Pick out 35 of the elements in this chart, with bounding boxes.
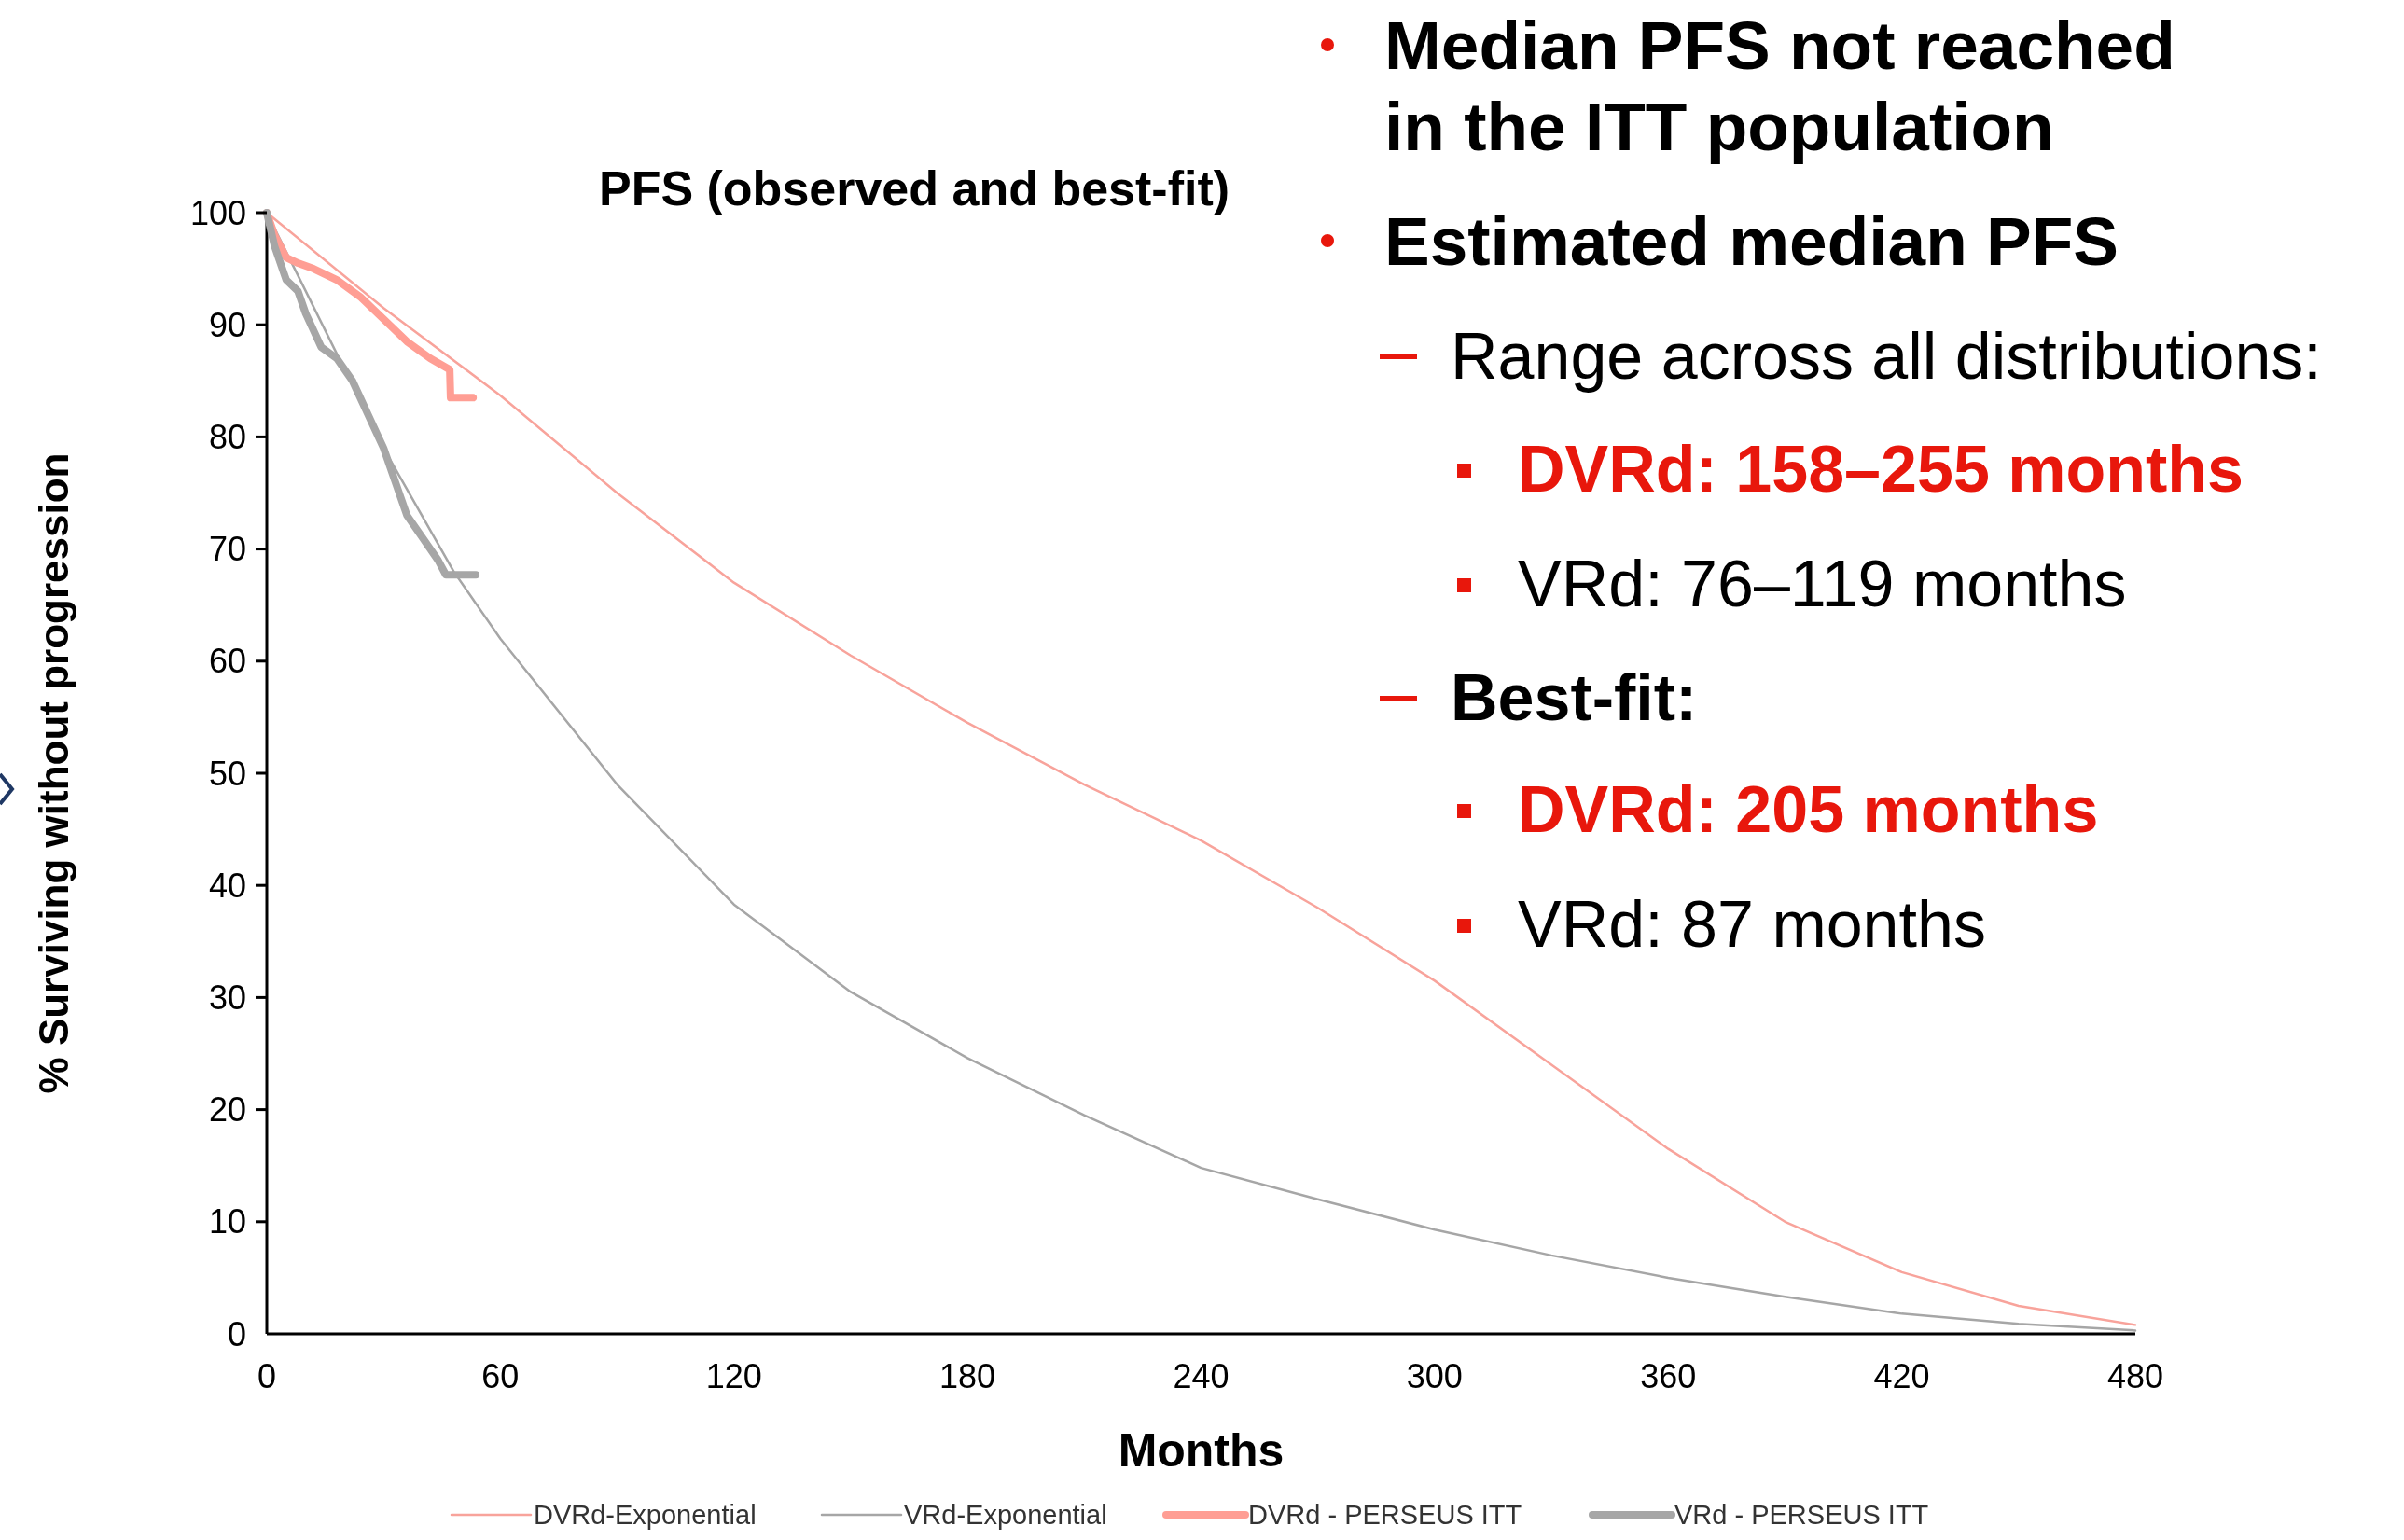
x-axis-title: Months	[1118, 1424, 1285, 1477]
x-tick-label: 180	[939, 1357, 996, 1395]
x-tick-label: 480	[2106, 1357, 2164, 1395]
x-tick-label: 240	[1173, 1357, 1230, 1395]
text: Median PFS not reached in the ITT population	[1384, 6, 2176, 166]
y-tick-label: 100	[189, 193, 246, 232]
legend-label: VRd-Exponential	[904, 1500, 1107, 1531]
x-tick-label: 420	[1873, 1357, 1930, 1395]
y-tick-label: 30	[208, 978, 246, 1017]
chart-title: PFS (observed and best-fit)	[598, 161, 1230, 215]
legend-label: DVRd-Exponential	[534, 1500, 757, 1531]
annotation: Range across all distributions:	[1451, 318, 2323, 395]
x-tick-label: 60	[481, 1357, 520, 1395]
y-tick-label: 20	[208, 1090, 246, 1130]
legend-label: VRd - PERSEUS ITT	[1674, 1500, 1929, 1531]
y-tick-label: 70	[208, 530, 246, 569]
y-tick-label: 60	[208, 642, 246, 681]
annotation: DVRd: 158–255 months	[1518, 431, 2245, 507]
annotation: VRd: 87 months	[1518, 886, 1987, 963]
x-tick-label: 360	[1640, 1357, 1697, 1395]
annotation: Best-fit:	[1451, 659, 1699, 736]
annotation: VRd: 76–119 months	[1518, 546, 2128, 622]
x-tick-label: 0	[257, 1357, 277, 1395]
legend-label: DVRd - PERSEUS ITT	[1248, 1500, 1522, 1531]
y-axis-title: % Surviving without progression	[31, 452, 77, 1094]
y-tick-label: 10	[208, 1202, 246, 1242]
y-tick-label: 90	[208, 305, 246, 344]
annotation: Estimated median PFS	[1384, 201, 2119, 281]
y-tick-label: 80	[208, 418, 246, 456]
annotation: DVRd: 205 months	[1518, 771, 2100, 848]
x-tick-label: 120	[705, 1357, 762, 1395]
y-tick-label: 40	[208, 866, 246, 905]
x-tick-label: 300	[1406, 1357, 1463, 1395]
y-tick-label: 0	[227, 1314, 246, 1353]
y-tick-label: 50	[208, 754, 246, 793]
